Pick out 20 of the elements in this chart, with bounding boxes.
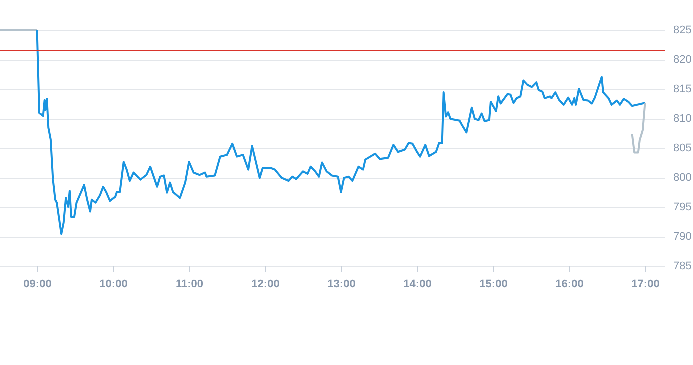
y-tick-label: 810 bbox=[674, 113, 692, 125]
x-tick-label: 10:00 bbox=[100, 278, 128, 290]
y-tick-label: 805 bbox=[674, 142, 692, 154]
x-tick-label: 12:00 bbox=[252, 278, 280, 290]
y-tick-label: 800 bbox=[674, 172, 692, 184]
y-tick-label: 785 bbox=[674, 260, 692, 272]
y-tick-label: 795 bbox=[674, 202, 692, 214]
x-tick-label: 14:00 bbox=[404, 278, 432, 290]
x-tick-label: 09:00 bbox=[24, 278, 52, 290]
x-tick-label: 16:00 bbox=[556, 278, 584, 290]
y-tick-label: 825 bbox=[674, 24, 692, 36]
line-series bbox=[631, 102, 646, 154]
y-tick-label: 815 bbox=[674, 84, 692, 96]
line-series bbox=[36, 29, 646, 236]
y-tick-label: 790 bbox=[674, 231, 692, 243]
x-tick-label: 17:00 bbox=[632, 278, 660, 290]
y-tick-label: 820 bbox=[674, 54, 692, 66]
x-tick-label: 15:00 bbox=[480, 278, 508, 290]
x-tick-label: 11:00 bbox=[176, 278, 204, 290]
x-tick-label: 13:00 bbox=[328, 278, 356, 290]
